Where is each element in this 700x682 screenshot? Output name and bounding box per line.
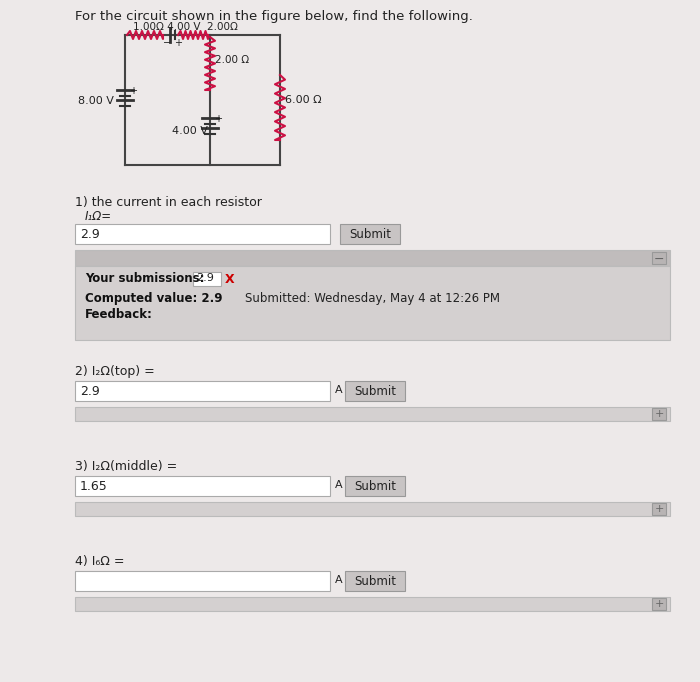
Bar	[75, 266, 670, 340]
Bar	[340, 224, 400, 244]
Text: 2.00 Ω: 2.00 Ω	[215, 55, 249, 65]
Text: 2) I₂Ω(top) =: 2) I₂Ω(top) =	[75, 365, 155, 378]
Text: +: +	[129, 86, 137, 96]
Text: A: A	[335, 575, 342, 585]
Text: +: +	[654, 599, 664, 609]
Bar	[75, 407, 670, 421]
Text: 3) I₂Ω(middle) =: 3) I₂Ω(middle) =	[75, 460, 177, 473]
Text: Submit: Submit	[354, 480, 396, 493]
Text: 2.9: 2.9	[80, 228, 99, 241]
Bar	[75, 381, 330, 401]
Bar	[652, 408, 666, 420]
Text: 6.00 Ω: 6.00 Ω	[285, 95, 321, 105]
Text: For the circuit shown in the figure below, find the following.: For the circuit shown in the figure belo…	[75, 10, 473, 23]
Text: 1.65: 1.65	[80, 480, 108, 493]
Text: +: +	[214, 114, 222, 124]
Text: Your submissions:: Your submissions:	[85, 272, 204, 285]
Bar	[75, 224, 330, 244]
Text: 2.9: 2.9	[80, 385, 99, 398]
Bar	[75, 571, 330, 591]
Bar	[345, 571, 405, 591]
Text: A: A	[335, 480, 342, 490]
Bar	[75, 250, 670, 266]
Text: Feedback:: Feedback:	[85, 308, 153, 321]
Text: Submitted: Wednesday, May 4 at 12:26 PM: Submitted: Wednesday, May 4 at 12:26 PM	[245, 292, 500, 305]
Text: 8.00 V: 8.00 V	[78, 96, 114, 106]
Text: +: +	[174, 38, 182, 48]
Text: 1.00Ω 4.00 V  2.00Ω: 1.00Ω 4.00 V 2.00Ω	[133, 22, 238, 32]
Bar	[345, 381, 405, 401]
Bar	[345, 476, 405, 496]
Text: 2.9: 2.9	[196, 273, 214, 283]
Bar	[652, 252, 666, 264]
Bar	[652, 503, 666, 515]
Text: +: +	[654, 409, 664, 419]
Text: +: +	[654, 504, 664, 514]
Text: X: X	[225, 273, 235, 286]
Bar	[75, 502, 670, 516]
Text: A: A	[335, 385, 342, 395]
Bar	[75, 476, 330, 496]
Bar	[193, 272, 221, 286]
Text: 4) I₆Ω =: 4) I₆Ω =	[75, 555, 125, 568]
Text: Computed value: 2.9: Computed value: 2.9	[85, 292, 223, 305]
Text: Submit: Submit	[354, 385, 396, 398]
Text: −: −	[163, 38, 171, 48]
Text: I₁Ω=: I₁Ω=	[85, 210, 112, 223]
Text: −: −	[654, 253, 664, 266]
Text: 1) the current in each resistor: 1) the current in each resistor	[75, 196, 262, 209]
Bar	[75, 597, 670, 611]
Bar	[652, 598, 666, 610]
Text: Submit: Submit	[349, 228, 391, 241]
Text: Submit: Submit	[354, 575, 396, 588]
Text: 4.00 V: 4.00 V	[172, 126, 208, 136]
